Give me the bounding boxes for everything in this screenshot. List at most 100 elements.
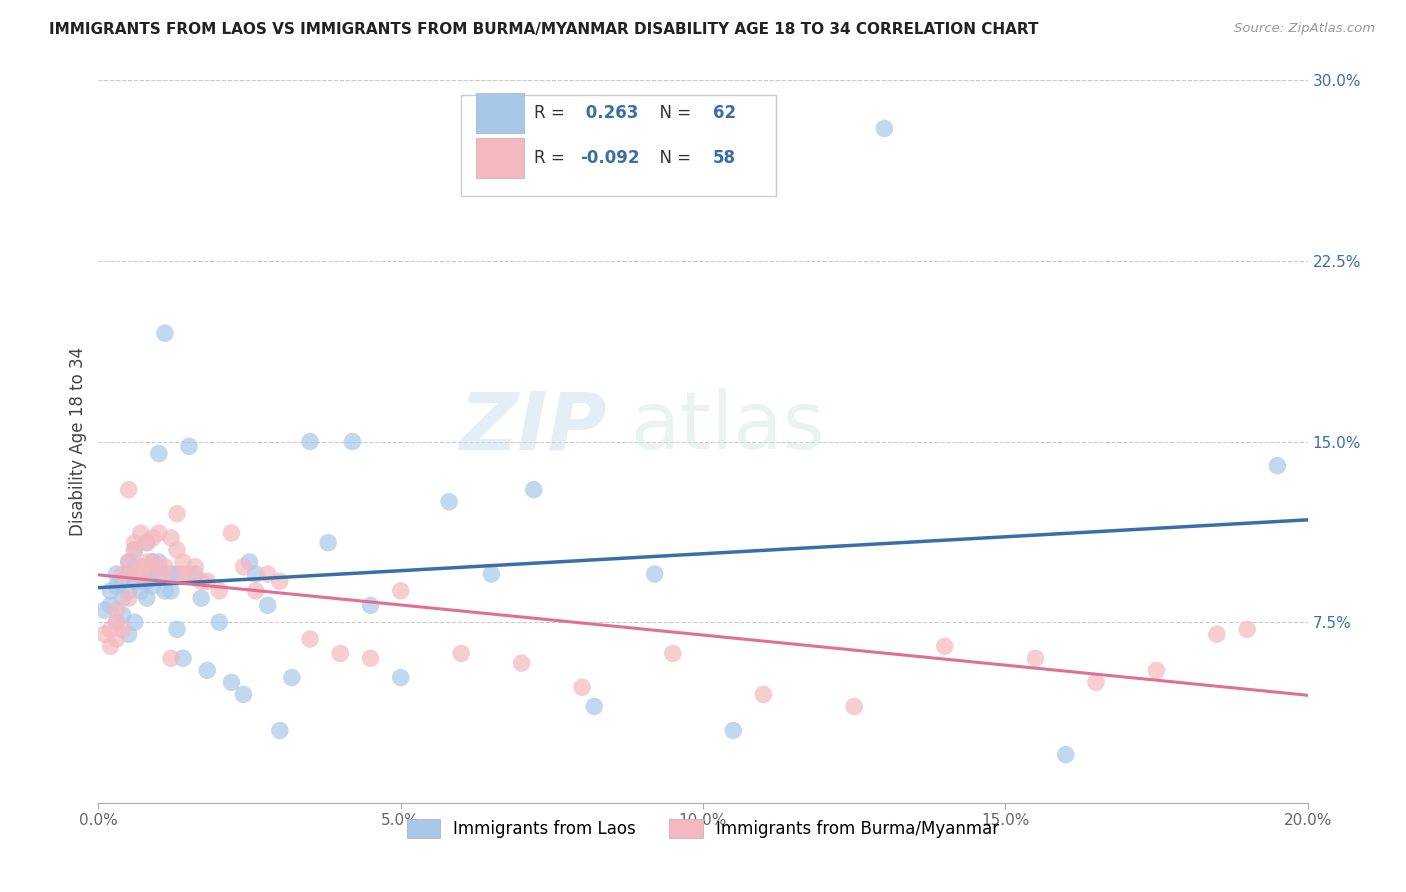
Point xyxy=(510,656,533,670)
Point xyxy=(160,583,183,598)
Point xyxy=(166,542,188,557)
Point xyxy=(299,434,322,449)
Point xyxy=(232,687,254,701)
Point xyxy=(105,615,128,630)
Text: 62: 62 xyxy=(713,104,735,122)
Point xyxy=(281,671,304,685)
Point xyxy=(105,603,128,617)
Point xyxy=(844,699,866,714)
Point xyxy=(1144,664,1167,678)
Point xyxy=(342,434,364,449)
Point xyxy=(105,567,128,582)
Point xyxy=(118,483,141,497)
Point xyxy=(389,583,412,598)
Point xyxy=(160,567,183,582)
Point xyxy=(1024,651,1046,665)
Point xyxy=(583,699,606,714)
Point xyxy=(269,723,291,738)
Point xyxy=(148,526,170,541)
Point xyxy=(329,647,352,661)
Point xyxy=(129,559,152,574)
Point xyxy=(256,567,278,582)
Point xyxy=(118,555,141,569)
Point xyxy=(142,555,165,569)
Point xyxy=(221,675,243,690)
Point xyxy=(1236,623,1258,637)
Point xyxy=(105,615,128,630)
Point xyxy=(118,567,141,582)
Point xyxy=(93,603,115,617)
Point xyxy=(135,555,157,569)
Text: N =: N = xyxy=(648,104,696,122)
Point xyxy=(135,567,157,582)
Point xyxy=(523,483,546,497)
Text: Source: ZipAtlas.com: Source: ZipAtlas.com xyxy=(1234,22,1375,36)
Point xyxy=(111,591,134,605)
Point xyxy=(129,559,152,574)
Point xyxy=(1054,747,1077,762)
Point xyxy=(934,639,956,653)
Point xyxy=(105,632,128,646)
Point xyxy=(873,121,896,136)
Point xyxy=(93,627,115,641)
Point xyxy=(111,623,134,637)
Point xyxy=(118,555,141,569)
Point xyxy=(129,526,152,541)
Point xyxy=(148,555,170,569)
Point xyxy=(142,555,165,569)
Point xyxy=(124,542,146,557)
Text: -0.092: -0.092 xyxy=(579,149,640,167)
Point xyxy=(256,599,278,613)
Point xyxy=(105,579,128,593)
Point xyxy=(124,574,146,589)
Point xyxy=(100,583,122,598)
Point xyxy=(190,574,212,589)
Point xyxy=(129,574,152,589)
Text: ZIP: ZIP xyxy=(458,388,606,467)
Point xyxy=(269,574,291,589)
Point xyxy=(1085,675,1108,690)
Point xyxy=(299,632,322,646)
Point xyxy=(644,567,666,582)
Point xyxy=(124,535,146,549)
Point xyxy=(160,531,183,545)
Point xyxy=(208,615,231,630)
Point xyxy=(1206,627,1229,641)
Point xyxy=(179,439,201,453)
Point xyxy=(153,326,176,340)
Bar xyxy=(475,138,524,178)
Point xyxy=(129,567,152,582)
Point xyxy=(166,507,188,521)
Text: R =: R = xyxy=(534,149,569,167)
Point xyxy=(135,535,157,549)
Point xyxy=(160,651,183,665)
Bar xyxy=(475,94,524,133)
Point xyxy=(129,583,152,598)
Point xyxy=(172,555,194,569)
Point xyxy=(142,579,165,593)
Point xyxy=(752,687,775,701)
Point xyxy=(360,651,382,665)
Point xyxy=(124,567,146,582)
Point xyxy=(481,567,503,582)
Point xyxy=(661,647,683,661)
Point xyxy=(179,567,201,582)
Point xyxy=(389,671,412,685)
Text: IMMIGRANTS FROM LAOS VS IMMIGRANTS FROM BURMA/MYANMAR DISABILITY AGE 18 TO 34 CO: IMMIGRANTS FROM LAOS VS IMMIGRANTS FROM … xyxy=(49,22,1039,37)
Point xyxy=(135,574,157,589)
Point xyxy=(124,542,146,557)
Point xyxy=(100,599,122,613)
Point xyxy=(135,591,157,605)
Text: R =: R = xyxy=(534,104,569,122)
Point xyxy=(245,567,267,582)
Point xyxy=(142,567,165,582)
Point xyxy=(124,559,146,574)
Point xyxy=(111,607,134,622)
Point xyxy=(166,623,188,637)
Point xyxy=(437,494,460,508)
Point xyxy=(135,535,157,549)
Point xyxy=(195,574,218,589)
Point xyxy=(153,583,176,598)
Point xyxy=(571,680,593,694)
Point xyxy=(172,651,194,665)
